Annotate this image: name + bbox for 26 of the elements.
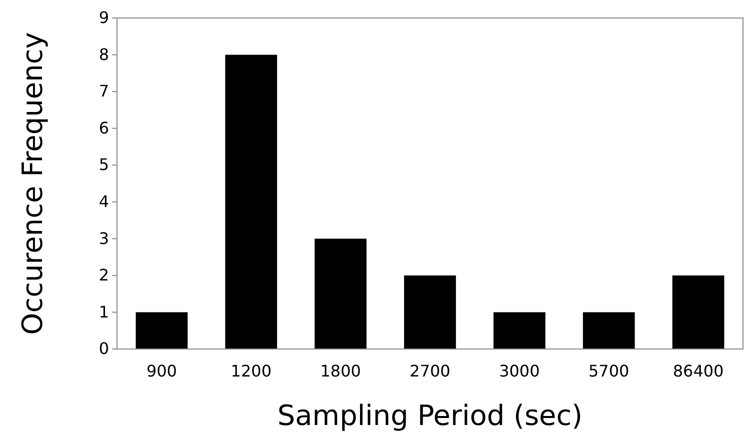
y-axis-title: Occurence Frequency: [16, 32, 49, 335]
bar: [136, 312, 188, 349]
x-tick-label: 5700: [588, 361, 630, 380]
y-tick-label: 1: [98, 302, 109, 322]
y-tick-label: 7: [98, 82, 109, 101]
y-tick-label: 9: [98, 8, 109, 28]
y-tick-label: 2: [98, 266, 109, 285]
y-tick-label: 8: [98, 44, 109, 64]
y-tick-label: 0: [98, 339, 109, 358]
x-tick-label: 900: [146, 361, 177, 380]
bar: [582, 312, 635, 349]
bar: [672, 275, 724, 349]
x-tick-label: 2700: [410, 361, 450, 380]
y-tick-label: 6: [98, 118, 109, 138]
x-tick-label: 1200: [230, 361, 272, 380]
x-tick-label: 86400: [672, 361, 724, 380]
y-tick-label: 5: [98, 155, 109, 174]
x-tick-label: 1800: [320, 361, 361, 380]
y-tick-label: 3: [98, 228, 109, 248]
bar: [314, 238, 367, 349]
bar: [225, 54, 278, 349]
x-axis-title: Sampling Period (sec): [277, 399, 583, 432]
y-tick-label: 4: [98, 192, 109, 212]
x-tick-label: 3000: [499, 361, 540, 380]
bar: [404, 275, 456, 349]
bar: [493, 312, 546, 349]
